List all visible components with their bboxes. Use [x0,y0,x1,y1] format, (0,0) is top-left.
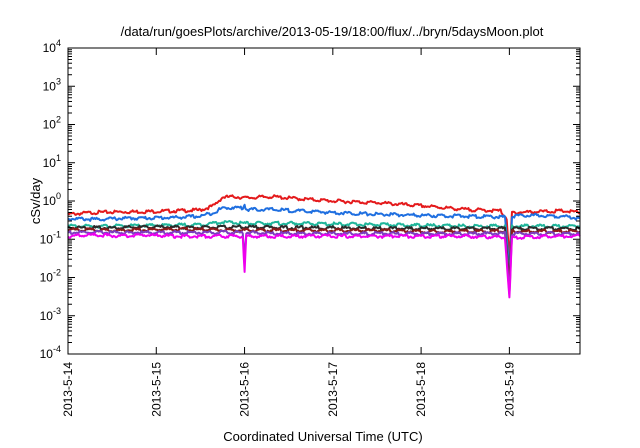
y-tick-exponent: -1 [53,229,61,239]
y-tick-exponent: 2 [56,115,61,125]
y-tick-label: 104 [43,38,61,55]
y-tick-label: 102 [43,115,61,132]
y-tick-exponent: 4 [56,38,61,48]
x-ticks: 2013-5-14 2013-5-15 2013-5-16 2013-5-17 2013… [61,48,516,417]
y-tick-label: 100 [43,191,61,208]
y-tick-label: 101 [43,153,61,170]
y-tick-base: 10 [43,118,57,132]
series-line-3 [67,220,581,279]
y-tick-exponent: 1 [56,153,61,163]
x-tick-label: 2013-5-18 [414,362,428,417]
y-tick-exponent: 3 [56,76,61,86]
y-tick-label: 10-1 [40,229,61,246]
series-line-7 [67,232,581,299]
series-layer [67,194,581,299]
y-tick-exponent: -3 [53,306,61,316]
x-tick-label: 2013-5-15 [149,362,163,417]
y-tick-base: 10 [43,156,57,170]
series-line-1 [67,194,581,259]
y-tick-base: 10 [40,232,54,246]
y-tick-base: 10 [40,309,54,323]
y-tick-base: 10 [40,347,54,361]
y-tick-exponent: 0 [56,191,61,201]
y-tick-base: 10 [43,41,57,55]
x-tick-label: 2013-5-14 [61,362,75,417]
series-line-6 [67,229,581,295]
y-tick-base: 10 [40,271,54,285]
y-tick-base: 10 [43,79,57,93]
x-axis-label: Coordinated Universal Time (UTC) [223,429,422,444]
x-tick-label: 2013-5-16 [238,362,252,417]
y-tick-label: 10-3 [40,306,61,323]
series-line-2 [67,203,581,272]
y-tick-label: 103 [43,76,61,93]
x-tick-label: 2013-5-17 [326,362,340,417]
y-axis-label: cSv/day [28,177,43,224]
y-tick-exponent: -2 [53,268,61,278]
series-line-5 [67,226,581,287]
y-tick-label: 10-4 [40,344,61,361]
y-tick-exponent: -4 [53,344,61,354]
plot-frame [67,47,581,355]
x-tick-label: 2013-5-19 [502,362,516,417]
chart-title: /data/run/goesPlots/archive/2013-05-19/1… [121,24,544,39]
y-tick-base: 10 [43,194,57,208]
y-tick-label: 10-2 [40,268,61,285]
